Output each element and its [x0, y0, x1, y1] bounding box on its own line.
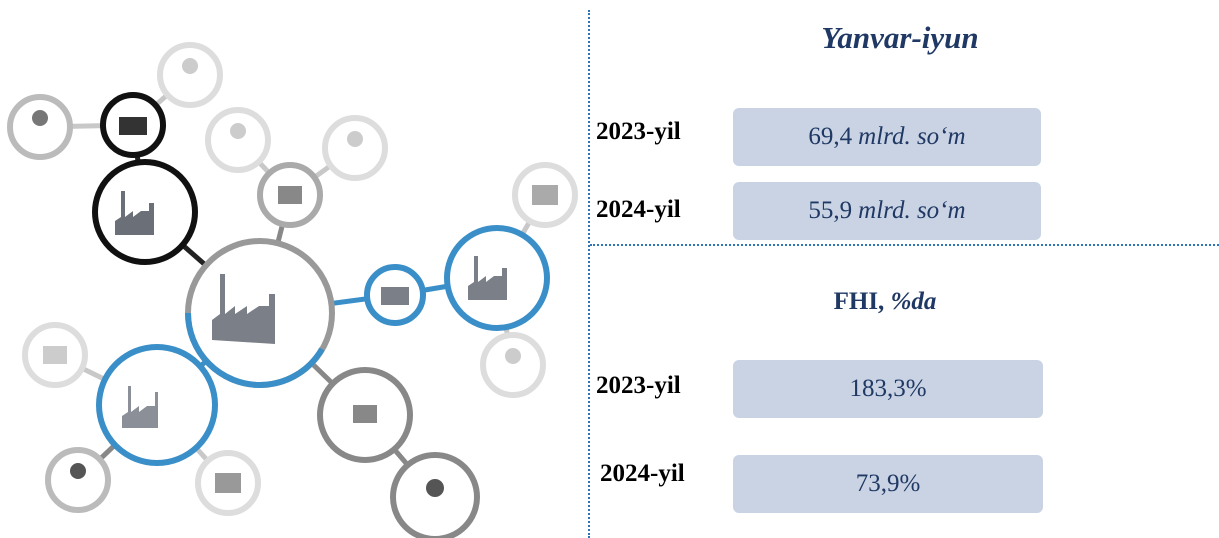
value-box: 183,3%: [733, 360, 1043, 418]
value-box: 55,9 mlrd. so‘m: [733, 182, 1041, 240]
unit: mlrd. so‘m: [858, 197, 966, 224]
year-label: 2023-yil: [596, 372, 681, 399]
unit: mlrd. so‘m: [858, 123, 966, 150]
value-box: 73,9%: [733, 455, 1043, 513]
network-illustration: [7, 42, 578, 538]
icons: [32, 58, 558, 497]
divider-horizontal: [590, 244, 1219, 246]
amount: 69,4: [808, 123, 853, 150]
year-label: 2024-yil: [596, 196, 681, 223]
unit: %da: [890, 288, 937, 315]
year-label: 2023-yil: [596, 118, 681, 145]
divider-vertical: [588, 10, 590, 538]
section-title: Yanvar-iyun: [821, 20, 979, 55]
year-label: 2024-yil: [600, 460, 685, 487]
value-box: 69,4 mlrd. so‘m: [733, 108, 1041, 166]
amount: 55,9: [808, 197, 853, 224]
section-title: FHI, %da: [740, 288, 1030, 316]
title: FHI,: [833, 288, 885, 315]
